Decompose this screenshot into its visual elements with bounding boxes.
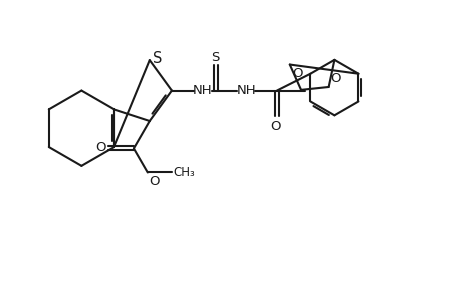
Text: O: O — [95, 141, 106, 154]
Text: O: O — [148, 176, 159, 188]
Text: O: O — [270, 120, 280, 133]
Text: O: O — [330, 72, 341, 85]
Text: CH₃: CH₃ — [173, 166, 195, 179]
Text: NH: NH — [192, 84, 212, 97]
Text: S: S — [152, 51, 162, 66]
Text: NH: NH — [236, 84, 256, 97]
Text: S: S — [211, 51, 219, 64]
Text: O: O — [291, 67, 302, 80]
